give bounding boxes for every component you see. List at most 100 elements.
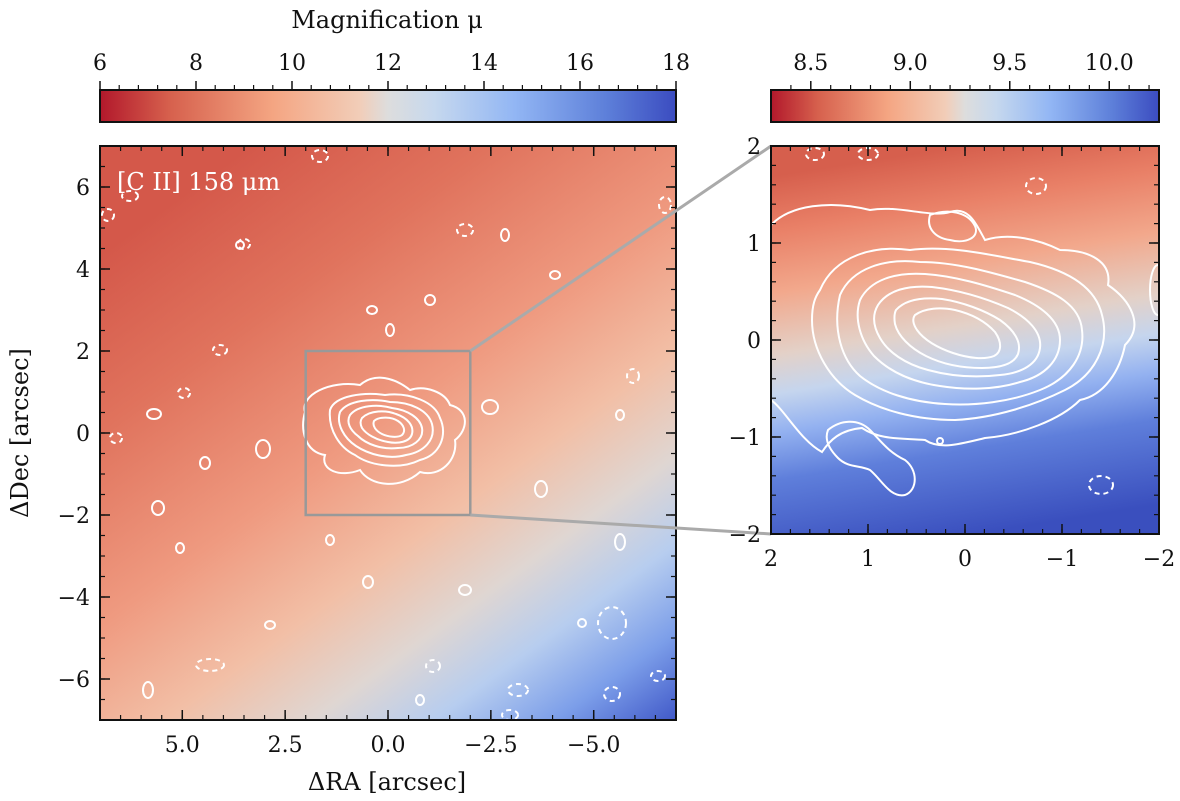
main-contour bbox=[385, 323, 395, 337]
main-contour-negative bbox=[626, 368, 640, 384]
zoom-box bbox=[304, 349, 472, 517]
colorbar-2: 8.5 9.0 9.5 10.0 bbox=[770, 51, 1160, 123]
zoom-contour bbox=[771, 204, 1136, 454]
main-contour bbox=[142, 681, 154, 699]
zoom-contour bbox=[836, 260, 1084, 406]
zoom-contour bbox=[856, 272, 1062, 390]
y-tick-label: 0 bbox=[76, 422, 90, 447]
main-contour-negative bbox=[425, 659, 441, 673]
zoom-contour bbox=[810, 247, 1106, 422]
colorbar-tick-label: 18 bbox=[662, 51, 690, 76]
colorbar-frame bbox=[770, 89, 1160, 123]
main-contour bbox=[325, 534, 335, 546]
y-tick-label: 2 bbox=[747, 135, 761, 160]
colorbar-tick-label: 14 bbox=[470, 51, 498, 76]
main-contour bbox=[359, 410, 414, 444]
main-contour bbox=[481, 399, 499, 415]
zoom-contour bbox=[825, 420, 916, 497]
colorbar-gradient bbox=[100, 90, 676, 122]
main-contour-negative bbox=[101, 208, 115, 222]
x-tick-label: −5.0 bbox=[567, 733, 620, 758]
zoom-contour-negative bbox=[1088, 475, 1114, 495]
colorbar-tick-label: 9.5 bbox=[992, 51, 1027, 76]
x-tick-label: 5.0 bbox=[165, 733, 200, 758]
main-panel: [C II] 158 μm 5.0 2.5 0.0 −2.5 −5.0 6 4 2 0 −2 −4 −… bbox=[6, 145, 677, 796]
x-tick-label: 0 bbox=[958, 547, 972, 572]
x-tick-label: −2.5 bbox=[464, 733, 517, 758]
y-tick-label: −4 bbox=[58, 586, 90, 611]
y-tick-label: 1 bbox=[747, 232, 761, 257]
main-ticks: 5.0 2.5 0.0 −2.5 −5.0 6 4 2 0 −2 −4 −6 bbox=[58, 145, 677, 758]
y-tick-label: 2 bbox=[76, 340, 90, 365]
main-contour-negative bbox=[603, 686, 621, 702]
zoom-contour bbox=[912, 307, 1002, 360]
main-contour bbox=[175, 542, 185, 554]
y-tick-label: −1 bbox=[729, 426, 761, 451]
colorbar-1-label: Magnification μ bbox=[291, 6, 483, 34]
main-contour bbox=[366, 305, 378, 315]
main-contour bbox=[146, 408, 162, 420]
main-contour bbox=[614, 533, 626, 551]
zoom-contour bbox=[928, 210, 977, 243]
colorbar-tick-label: 8.5 bbox=[793, 51, 828, 76]
main-contour bbox=[424, 294, 436, 306]
zoom-magnification-map bbox=[771, 146, 1159, 534]
colorbar-1: 6 8 10 12 14 16 18 bbox=[93, 51, 690, 123]
main-contour-negative bbox=[658, 196, 672, 214]
main-contour-negative bbox=[237, 238, 251, 250]
main-contour bbox=[415, 694, 425, 706]
main-contour-negative bbox=[597, 606, 627, 640]
zoom-connector-bottom bbox=[470, 513, 772, 536]
main-contour bbox=[302, 376, 466, 485]
y-tick-label: −2 bbox=[58, 504, 90, 529]
colorbar-tick-label: 9.0 bbox=[893, 51, 928, 76]
main-contour-negative bbox=[109, 432, 123, 444]
zoom-contour bbox=[873, 285, 1042, 378]
x-tick-label: 2.5 bbox=[268, 733, 303, 758]
main-contour-negative bbox=[507, 683, 529, 697]
x-tick-label: 2 bbox=[764, 547, 778, 572]
main-contour bbox=[534, 480, 548, 498]
main-contour-negative bbox=[212, 344, 228, 356]
main-contour bbox=[264, 620, 276, 630]
x-axis-label: ΔRA [arcsec] bbox=[308, 768, 466, 796]
main-contour bbox=[458, 584, 472, 596]
y-tick-label: 0 bbox=[747, 329, 761, 354]
main-contour-negative bbox=[177, 387, 191, 399]
x-tick-label: −1 bbox=[1046, 547, 1078, 572]
y-tick-label: −2 bbox=[729, 523, 761, 548]
y-tick-label: 6 bbox=[76, 176, 90, 201]
colorbar-gradient bbox=[771, 90, 1159, 122]
main-contour-negative bbox=[311, 149, 329, 163]
colorbar-tick-label: 8 bbox=[189, 51, 203, 76]
colorbar-tick-label: 12 bbox=[374, 51, 402, 76]
main-contour-negative bbox=[456, 223, 474, 237]
colorbar-tick-label: 10 bbox=[278, 51, 306, 76]
main-contours bbox=[101, 149, 672, 720]
main-contour bbox=[615, 409, 625, 421]
zoom-connector-top bbox=[469, 144, 772, 353]
main-contour-negative bbox=[121, 190, 139, 202]
main-contour bbox=[577, 618, 587, 628]
zoom-contour-negative bbox=[1025, 177, 1047, 195]
x-tick-label: −2 bbox=[1143, 547, 1175, 572]
main-contour bbox=[347, 404, 424, 450]
main-contour bbox=[362, 575, 374, 589]
main-contour bbox=[338, 399, 434, 458]
main-contour-negative bbox=[501, 709, 519, 720]
y-axis-label: ΔDec [arcsec] bbox=[6, 348, 34, 518]
overlay-label: [C II] 158 μm bbox=[117, 168, 280, 196]
colorbar-tick-label: 10.0 bbox=[1085, 51, 1134, 76]
main-contour bbox=[328, 392, 445, 467]
x-tick-label: 1 bbox=[861, 547, 875, 572]
x-tick-label: 0.0 bbox=[371, 733, 406, 758]
zoom-contour bbox=[893, 297, 1020, 370]
main-contour bbox=[500, 228, 510, 242]
main-contour bbox=[151, 500, 165, 516]
zoom-contour-negative bbox=[805, 147, 825, 161]
main-contour bbox=[255, 439, 271, 459]
y-tick-label: −6 bbox=[58, 668, 90, 693]
